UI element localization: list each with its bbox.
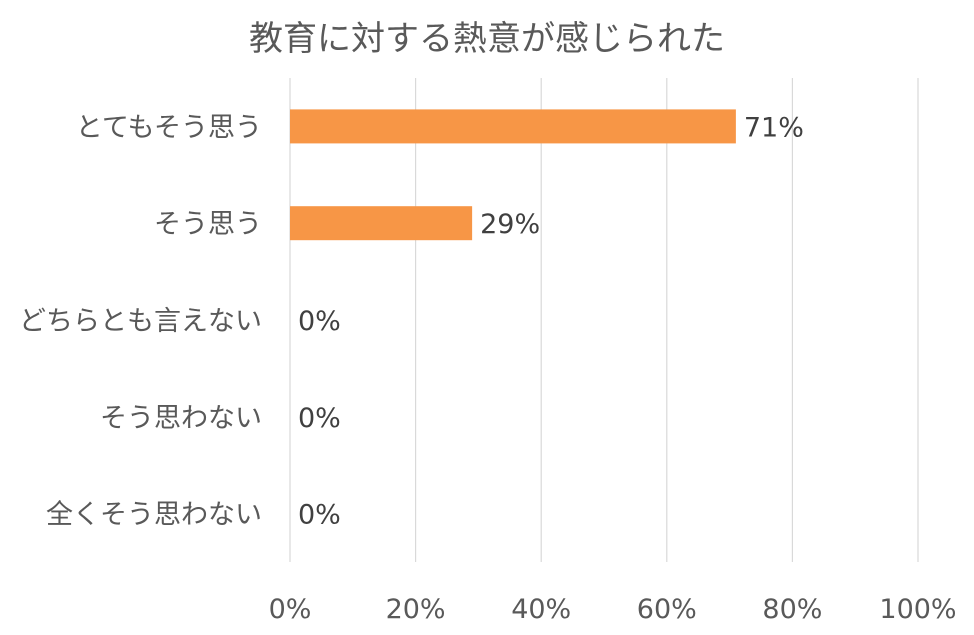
x-tick-label: 60% — [637, 594, 697, 625]
data-label: 0% — [298, 403, 341, 434]
bars — [290, 109, 736, 241]
category-label: どちらとも言えない — [19, 306, 262, 337]
chart-title: 教育に対する熱意が感じられた — [249, 19, 725, 59]
category-label: とてもそう思う — [76, 112, 262, 143]
x-tick-label: 100% — [879, 594, 956, 625]
category-label: 全くそう思わない — [46, 500, 262, 531]
category-label: そう思う — [154, 209, 262, 240]
x-tick-label: 0% — [269, 594, 312, 625]
x-tick-label: 80% — [762, 594, 822, 625]
x-axis-tick-labels: 0% 20% 40% 60% 80% 100% — [269, 594, 957, 625]
x-tick-label: 20% — [386, 594, 446, 625]
bar — [290, 206, 473, 241]
bar — [290, 109, 736, 144]
data-labels: 71% 29% 0% 0% 0% — [298, 112, 804, 530]
data-label: 0% — [298, 500, 341, 531]
data-label: 71% — [744, 112, 804, 143]
gridlines — [289, 78, 919, 562]
x-tick-label: 40% — [511, 594, 571, 625]
data-label: 29% — [480, 209, 540, 240]
category-label: そう思わない — [100, 403, 262, 434]
data-label: 0% — [298, 306, 341, 337]
